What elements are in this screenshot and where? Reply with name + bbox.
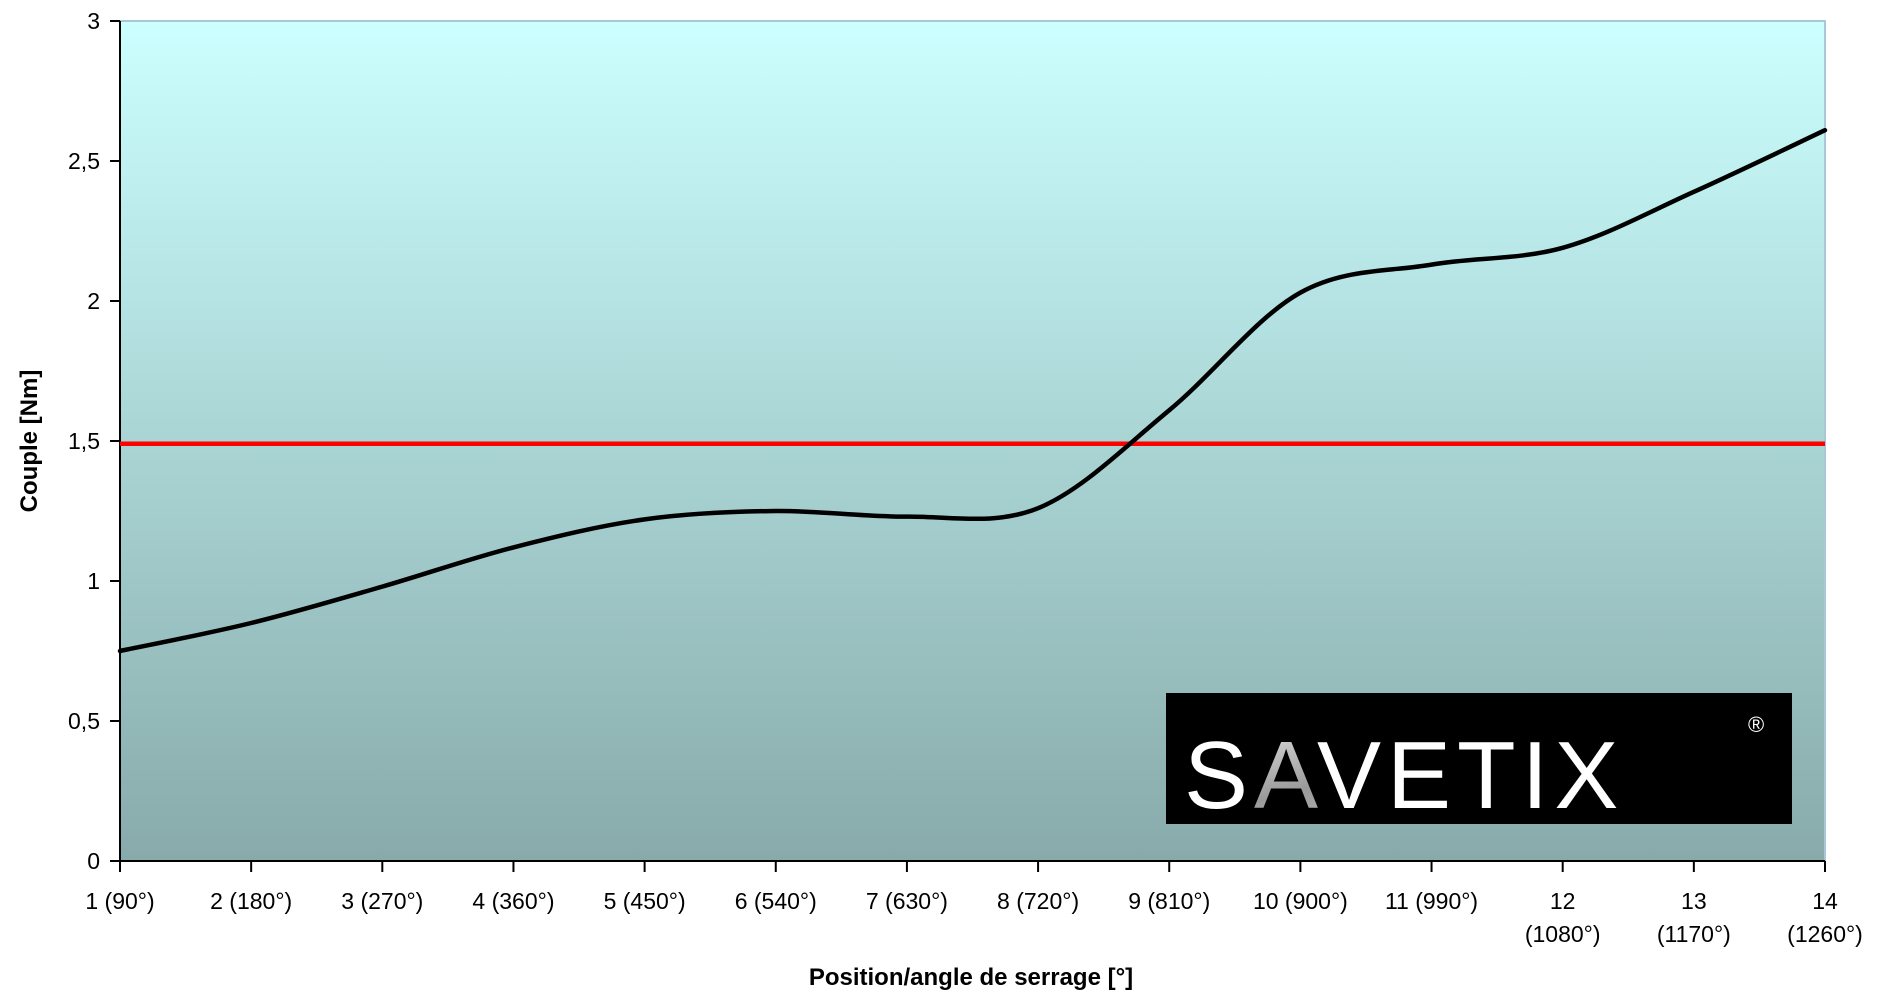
y-tick-label: 0,5 <box>68 708 100 734</box>
x-axis: 1 (90°) 2 (180°) 3 (270°) 4 (360°) 5 (450°) 6… <box>85 860 1863 947</box>
series-line <box>117 127 1828 654</box>
logo-text: SAVETIX <box>1184 722 1624 829</box>
y-tick-label: 0 <box>87 848 100 874</box>
x-tick-label: 13 (1170°) <box>1657 888 1731 947</box>
x-tick-label: 5 (450°) <box>604 888 686 914</box>
savetix-logo: SAVETIX ® <box>1166 693 1792 829</box>
x-tick-label: 12 (1080°) <box>1525 888 1601 947</box>
x-tick-label: 7 (630°) <box>866 888 948 914</box>
x-tick-label: 1 (90°) <box>85 888 154 914</box>
y-tick-label: 3 <box>87 8 100 34</box>
y-tick-label: 1,5 <box>68 428 100 454</box>
x-tick-label: 6 (540°) <box>735 888 817 914</box>
y-axis: 0 0,5 1 1,5 2 2,5 3 <box>68 8 121 874</box>
logo-background <box>1166 693 1792 824</box>
y-tick-label: 2,5 <box>68 148 100 174</box>
x-axis-title: Position/angle de serrage [°] <box>809 964 1133 991</box>
y-axis-title: Couple [Nm] <box>16 370 43 513</box>
x-tick-label: 3 (270°) <box>341 888 423 914</box>
x-tick-label: 2 (180°) <box>210 888 292 914</box>
x-tick-label: 9 (810°) <box>1128 888 1210 914</box>
x-tick-label: 11 (990°) <box>1385 888 1478 914</box>
y-tick-label: 2 <box>87 288 100 314</box>
logo-registered-mark: ® <box>1748 712 1764 737</box>
x-tick-label: 8 (720°) <box>997 888 1079 914</box>
x-tick-label: 4 (360°) <box>472 888 554 914</box>
x-tick-label: 10 (900°) <box>1253 888 1348 914</box>
y-tick-label: 1 <box>87 568 100 594</box>
x-tick-label: 14 (1260°) <box>1787 888 1863 947</box>
